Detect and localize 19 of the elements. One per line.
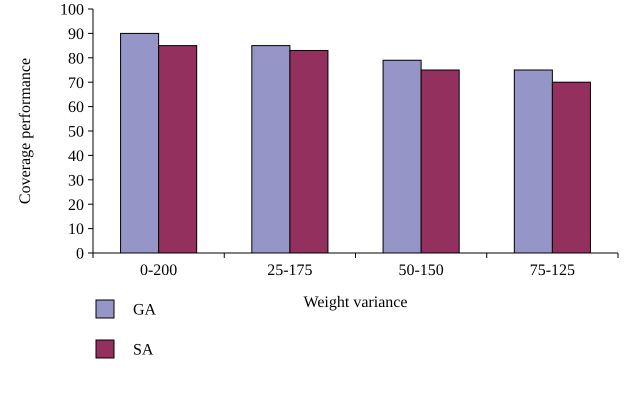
y-tick-label: 10	[68, 221, 84, 238]
y-tick-label: 50	[68, 124, 84, 141]
y-tick-label: 40	[68, 148, 84, 165]
x-tick-label: 0-200	[140, 262, 178, 279]
x-tick-label: 75-125	[530, 262, 576, 279]
y-tick-label: 30	[68, 172, 84, 190]
y-tick-label: 90	[68, 26, 84, 43]
y-axis-title: Coverage performance	[17, 58, 34, 204]
y-tick-label: 20	[68, 196, 84, 214]
x-axis-title: Weight variance	[304, 294, 408, 311]
y-tick-label: 70	[68, 74, 84, 92]
legend-label: SA	[133, 342, 154, 359]
y-tick-label: 60	[68, 99, 84, 116]
y-tick-label: 0	[76, 246, 84, 263]
x-tick-label: 25-175	[267, 262, 313, 279]
legend-label: GA	[133, 302, 157, 319]
x-tick-label: 50-150	[398, 262, 444, 279]
y-tick-label: 80	[68, 50, 84, 68]
y-tick-label: 100	[60, 2, 84, 19]
